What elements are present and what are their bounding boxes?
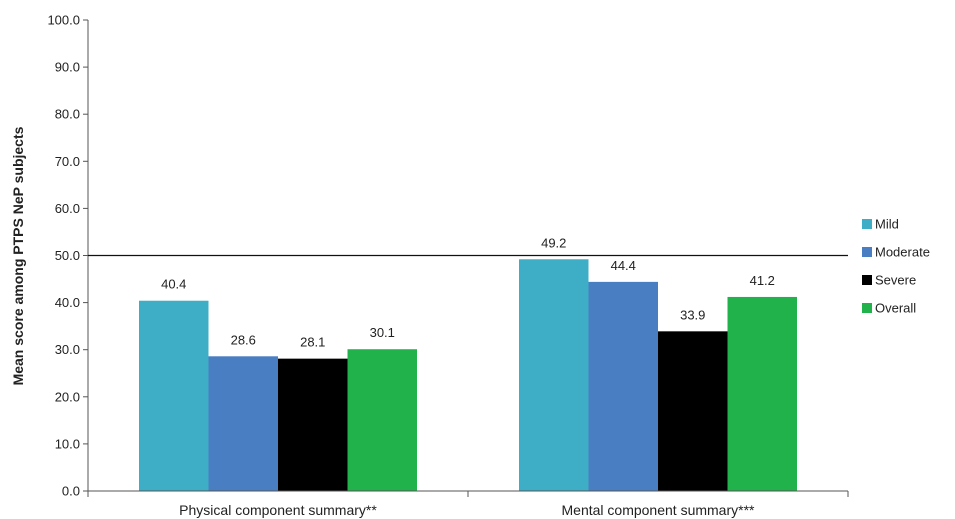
- y-tick-label: 60.0: [55, 201, 80, 216]
- legend-item: Moderate: [862, 245, 930, 260]
- y-tick-label: 0.0: [62, 484, 80, 499]
- legend-swatch: [862, 275, 872, 285]
- legend: Mild Moderate Severe Overall: [862, 217, 930, 316]
- y-tick-label: 100.0: [47, 13, 80, 28]
- legend-label: Mild: [875, 217, 899, 232]
- y-axis-title: Mean score among PTPS NeP subjects: [10, 126, 26, 385]
- y-tick-label: 70.0: [55, 154, 80, 169]
- legend-item: Mild: [862, 217, 899, 232]
- bar-severe: [278, 358, 348, 491]
- bar-moderate: [588, 281, 658, 491]
- legend-item: Overall: [862, 301, 916, 316]
- bar-severe: [658, 331, 728, 491]
- data-label: 40.4: [161, 277, 186, 292]
- bar-overall: [727, 296, 797, 491]
- data-label: 30.1: [370, 325, 395, 340]
- data-label: 41.2: [750, 273, 775, 288]
- legend-label: Moderate: [875, 245, 930, 260]
- data-label: 33.9: [680, 307, 705, 322]
- y-tick-label: 30.0: [55, 342, 80, 357]
- y-tick-label: 20.0: [55, 389, 80, 404]
- legend-label: Overall: [875, 301, 916, 316]
- y-tick-label: 90.0: [55, 60, 80, 75]
- legend-swatch: [862, 303, 872, 313]
- legend-swatch: [862, 219, 872, 229]
- data-label: 49.2: [541, 235, 566, 250]
- bars: 40.4 49.2 28.6 44.4 28.1 33.9 30.1 41.2: [88, 235, 848, 491]
- bar-mild: [139, 300, 209, 491]
- bar-overall: [347, 349, 417, 491]
- bar-mild: [519, 259, 589, 491]
- y-tick-label: 40.0: [55, 295, 80, 310]
- bar-moderate: [208, 356, 278, 491]
- y-tick-label: 50.0: [55, 248, 80, 263]
- legend-label: Severe: [875, 273, 916, 288]
- x-category-label: Mental component summary***: [562, 502, 756, 518]
- x-axis: Physical component summary** Mental compo…: [87, 490, 849, 518]
- y-tick-label: 80.0: [55, 107, 80, 122]
- y-tick-label: 10.0: [55, 436, 80, 451]
- legend-item: Severe: [862, 273, 916, 288]
- data-label: 44.4: [611, 258, 636, 273]
- data-label: 28.1: [300, 335, 325, 350]
- legend-swatch: [862, 247, 872, 257]
- x-category-label: Physical component summary**: [179, 502, 377, 518]
- data-label: 28.6: [231, 332, 256, 347]
- y-axis: 0.0 10.0 20.0 30.0 40.0 50.0 60.0 70.0 80.0 90.0 1…: [47, 13, 89, 499]
